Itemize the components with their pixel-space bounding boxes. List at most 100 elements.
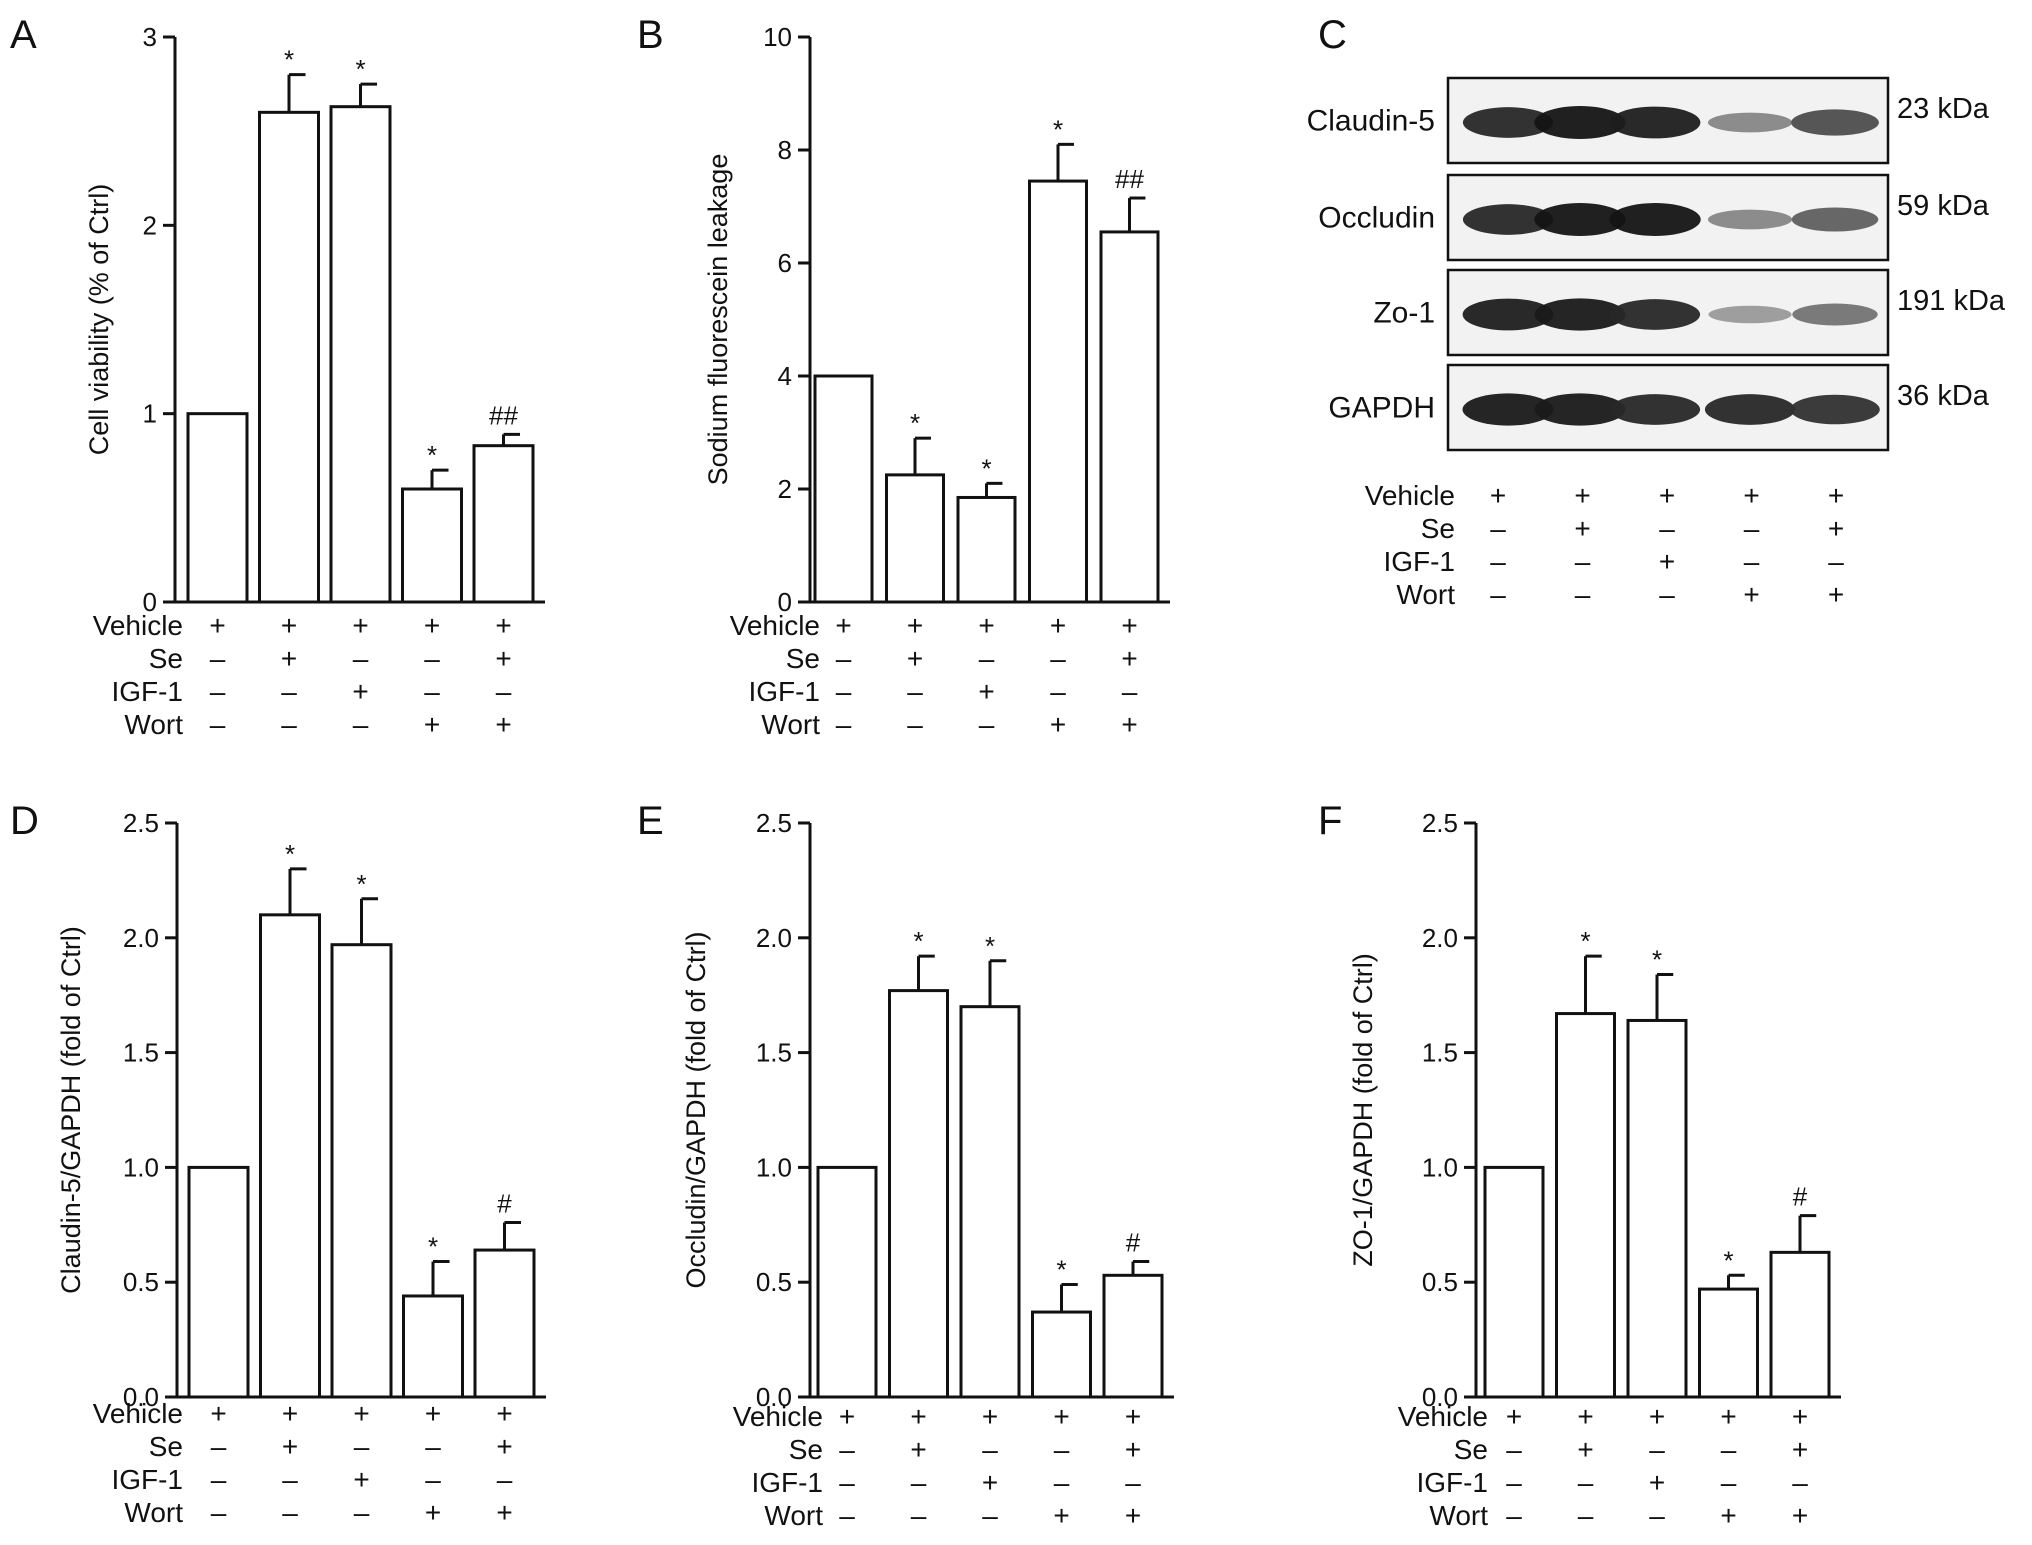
condition-sign: + [1659,546,1675,577]
condition-sign: + [1121,709,1137,740]
bar [888,989,949,1399]
condition-label-wort: Wort [1396,579,1455,610]
bar [813,374,874,604]
significance-label: * [1053,114,1063,144]
condition-sign: + [495,610,511,641]
condition-sign: – [979,709,995,740]
significance-label: * [981,453,991,483]
condition-sign: – [1506,1434,1522,1465]
condition-label-vehicle: Vehicle [1365,480,1455,511]
significance-label: # [497,1189,512,1219]
blot-band [1534,106,1626,139]
condition-label-igf1: IGF-1 [1416,1467,1488,1498]
significance-label: * [913,926,923,956]
kda-label: 23 kDa [1897,93,1990,125]
condition-label-se: Se [786,643,820,674]
panel-letter: F [1318,799,1342,843]
condition-sign: + [425,1497,441,1528]
condition-label-vehicle: Vehicle [93,1398,183,1429]
blot-band [1534,203,1626,236]
condition-sign: + [907,643,923,674]
condition-sign: – [353,709,369,740]
condition-sign: – [282,1497,298,1528]
blot-band [1704,394,1796,425]
condition-sign: + [352,610,368,641]
bar [186,412,249,604]
condition-label-wort: Wort [764,1500,823,1531]
significance-label: * [1723,1245,1733,1275]
condition-sign: – [353,643,369,674]
condition-sign: – [1575,579,1591,610]
condition-sign: – [354,1431,370,1462]
y-tick-label: 2.0 [123,923,159,953]
y-tick-label: 2 [778,474,792,504]
condition-sign: – [1506,1500,1522,1531]
condition-sign: – [907,709,923,740]
y-tick-label: 10 [763,22,792,52]
y-tick-label: 0.0 [1422,1382,1458,1412]
condition-label-wort: Wort [1429,1500,1488,1531]
y-tick-label: 1.5 [123,1038,159,1068]
y-tick-label: 8 [778,135,792,165]
panel-letter: B [637,13,664,57]
blot-row-gapdh: GAPDH 36 kDa [1328,363,1990,452]
condition-sign: – [1490,579,1506,610]
blot-band [1609,394,1701,425]
condition-sign: – [1659,513,1675,544]
condition-sign: – [211,1464,227,1495]
bar [401,487,463,604]
condition-sign: – [282,1464,298,1495]
condition-sign: + [353,1398,369,1429]
bar [330,943,393,1399]
condition-sign: + [425,1398,441,1429]
condition-sign: + [910,1401,926,1432]
condition-sign: – [1050,676,1066,707]
bar [1555,1012,1616,1399]
bar [956,495,1017,604]
significance-label: ## [489,400,518,430]
condition-sign: + [1792,1500,1808,1531]
blot-band [1462,107,1554,138]
panel-d: D 0.0 0.5 1.0 1.5 2.0 2.5 Claudin-5/GAPDH (fold… [10,799,546,1528]
bar [959,1005,1021,1399]
condition-sign: – [982,1434,998,1465]
y-tick-label: 2.5 [1422,808,1458,838]
kda-label: 59 kDa [1897,190,1990,222]
condition-sign: + [1125,1500,1141,1531]
blot-band [1462,393,1554,426]
condition-sign: + [1050,610,1066,641]
condition-sign: + [1792,1401,1808,1432]
condition-sign: – [354,1497,370,1528]
panel-f: F 0.0 0.5 1.0 1.5 2.0 2.5 ZO-1/GAPDH (fold of C… [1318,799,1841,1531]
condition-sign: + [495,643,511,674]
condition-sign: + [982,1401,998,1432]
condition-sign: – [496,676,512,707]
condition-sign: – [979,643,995,674]
condition-sign: – [497,1464,513,1495]
bar [1483,1165,1545,1399]
blot-band [1534,393,1626,426]
blot-row-occludin: Occludin 59 kDa [1318,173,1990,262]
condition-sign: + [496,1431,512,1462]
blot-band [1534,298,1626,331]
condition-sign: + [907,610,923,641]
y-tick-label: 1 [143,399,157,429]
condition-sign: + [1125,1434,1141,1465]
condition-label-wort: Wort [124,709,183,740]
y-tick-label: 2.5 [123,808,159,838]
significance-label: * [427,440,437,470]
condition-sign: + [1574,513,1590,544]
blot-band [1791,207,1879,232]
y-axis-title: ZO-1/GAPDH (fold of Ctrl) [1348,953,1378,1267]
bar [1028,179,1088,604]
condition-label-igf1: IGF-1 [748,676,820,707]
panel-c: C Claudin-5 23 kDa Occludin 59 kDa Zo-1 191 kD… [1307,13,2006,610]
y-axis-title: Claudin-5/GAPDH (fold of Ctrl) [56,926,86,1294]
condition-sign: – [211,1431,227,1462]
condition-sign: + [1577,1434,1593,1465]
y-tick-label: 1.0 [756,1152,792,1182]
condition-sign: – [210,709,226,740]
condition-label-igf1: IGF-1 [111,1464,183,1495]
significance-label: * [1056,1254,1066,1284]
condition-sign: – [1659,579,1675,610]
